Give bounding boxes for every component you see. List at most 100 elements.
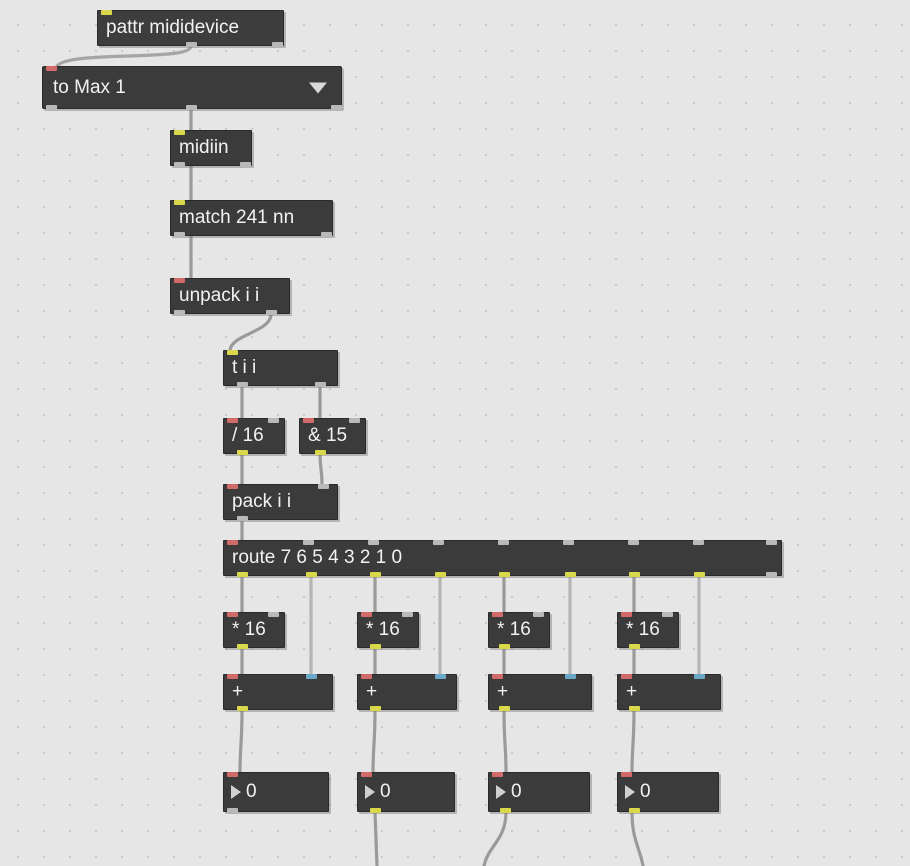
inlet[interactable] xyxy=(565,674,576,679)
outlet[interactable] xyxy=(629,644,640,649)
inlet[interactable] xyxy=(433,540,444,545)
inlet[interactable] xyxy=(492,772,503,777)
outlet[interactable] xyxy=(315,382,326,387)
outlet[interactable] xyxy=(499,572,510,577)
object-plus-a[interactable]: + xyxy=(223,674,333,710)
outlet[interactable] xyxy=(629,572,640,577)
outlet[interactable] xyxy=(766,572,777,577)
outlet[interactable] xyxy=(240,162,251,167)
inlet[interactable] xyxy=(227,484,238,489)
inlet[interactable] xyxy=(306,674,317,679)
outlet[interactable] xyxy=(237,450,248,455)
object-plus-b[interactable]: + xyxy=(357,674,457,710)
inlet[interactable] xyxy=(694,674,705,679)
inlet[interactable] xyxy=(621,612,632,617)
inlet[interactable] xyxy=(662,612,673,617)
outlet[interactable] xyxy=(186,42,197,47)
outlet[interactable] xyxy=(321,232,332,237)
outlet[interactable] xyxy=(306,572,317,577)
outlet[interactable] xyxy=(315,450,326,455)
inlet[interactable] xyxy=(227,674,238,679)
outlet[interactable] xyxy=(500,808,511,813)
outlet[interactable] xyxy=(237,706,248,711)
object-multiply-16-d[interactable]: * 16 xyxy=(617,612,679,648)
inlet[interactable] xyxy=(766,540,777,545)
outlet[interactable] xyxy=(237,382,248,387)
object-multiply-16-a[interactable]: * 16 xyxy=(223,612,285,648)
inlet[interactable] xyxy=(46,66,57,71)
outlet[interactable] xyxy=(237,644,248,649)
outlet[interactable] xyxy=(370,706,381,711)
inlet[interactable] xyxy=(498,540,509,545)
number-box-c[interactable]: 0 xyxy=(488,772,590,812)
number-box-b[interactable]: 0 xyxy=(357,772,455,812)
outlet[interactable] xyxy=(629,808,640,813)
outlet[interactable] xyxy=(227,808,238,813)
outlet[interactable] xyxy=(237,572,248,577)
outlet[interactable] xyxy=(565,572,576,577)
outlet[interactable] xyxy=(266,310,277,315)
outlet[interactable] xyxy=(629,706,640,711)
inlet[interactable] xyxy=(368,540,379,545)
inlet[interactable] xyxy=(227,350,238,355)
inlet[interactable] xyxy=(227,540,238,545)
number-box-a[interactable]: 0 xyxy=(223,772,329,812)
outlet[interactable] xyxy=(435,572,446,577)
object-pack-i-i[interactable]: pack i i xyxy=(223,484,338,520)
inlet[interactable] xyxy=(621,674,632,679)
inlet[interactable] xyxy=(101,10,112,15)
inlet[interactable] xyxy=(227,612,238,617)
object-multiply-16-c[interactable]: * 16 xyxy=(488,612,550,648)
object-unpack-i-i[interactable]: unpack i i xyxy=(170,278,290,314)
object-plus-c[interactable]: + xyxy=(488,674,592,710)
inlet[interactable] xyxy=(492,674,503,679)
outlet[interactable] xyxy=(46,105,57,110)
inlet[interactable] xyxy=(435,674,446,679)
inlet[interactable] xyxy=(227,772,238,777)
outlet[interactable] xyxy=(370,808,381,813)
inlet[interactable] xyxy=(361,772,372,777)
inlet[interactable] xyxy=(268,418,279,423)
inlet[interactable] xyxy=(268,612,279,617)
umenu-to-max-1[interactable]: to Max 1 xyxy=(42,66,342,109)
inlet[interactable] xyxy=(492,612,503,617)
inlet[interactable] xyxy=(349,418,360,423)
inlet[interactable] xyxy=(402,612,413,617)
inlet[interactable] xyxy=(174,278,185,283)
outlet[interactable] xyxy=(186,105,197,110)
inlet[interactable] xyxy=(227,418,238,423)
outlet[interactable] xyxy=(370,644,381,649)
inlet[interactable] xyxy=(693,540,704,545)
object-match-241-nn[interactable]: match 241 nn xyxy=(170,200,333,236)
outlet[interactable] xyxy=(174,310,185,315)
object-midiin[interactable]: midiin xyxy=(170,130,252,166)
object-plus-d[interactable]: + xyxy=(617,674,721,710)
inlet[interactable] xyxy=(318,484,329,489)
outlet[interactable] xyxy=(370,572,381,577)
object-route[interactable]: route 7 6 5 4 3 2 1 0 xyxy=(223,540,782,576)
object-multiply-16-b[interactable]: * 16 xyxy=(357,612,419,648)
number-box-d[interactable]: 0 xyxy=(617,772,719,812)
outlet[interactable] xyxy=(272,42,283,47)
outlet[interactable] xyxy=(331,105,342,110)
inlet[interactable] xyxy=(303,540,314,545)
object-trigger-i-i[interactable]: t i i xyxy=(223,350,338,386)
outlet[interactable] xyxy=(174,162,185,167)
inlet[interactable] xyxy=(174,130,185,135)
inlet[interactable] xyxy=(361,612,372,617)
outlet[interactable] xyxy=(499,644,510,649)
outlet[interactable] xyxy=(174,232,185,237)
object-divide-16[interactable]: / 16 xyxy=(223,418,285,454)
inlet[interactable] xyxy=(563,540,574,545)
outlet[interactable] xyxy=(694,572,705,577)
inlet[interactable] xyxy=(361,674,372,679)
inlet[interactable] xyxy=(174,200,185,205)
inlet[interactable] xyxy=(533,612,544,617)
object-and-15[interactable]: & 15 xyxy=(299,418,366,454)
outlet[interactable] xyxy=(237,516,248,521)
inlet[interactable] xyxy=(628,540,639,545)
inlet[interactable] xyxy=(621,772,632,777)
object-pattr-mididevice[interactable]: pattr mididevice xyxy=(97,10,284,46)
outlet[interactable] xyxy=(499,706,510,711)
